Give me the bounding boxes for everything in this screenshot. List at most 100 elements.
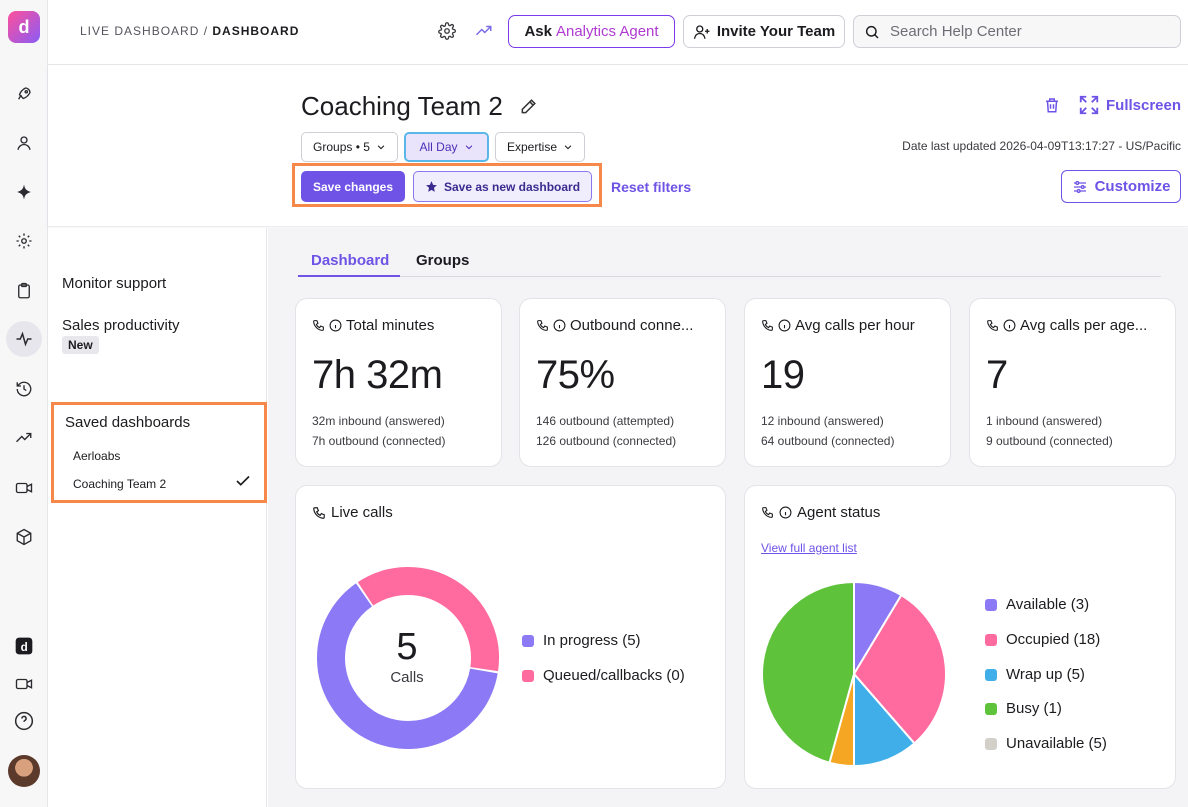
nav-sales-productivity[interactable]: Sales productivity: [62, 317, 180, 334]
save-changes-button[interactable]: Save changes: [301, 171, 405, 202]
breadcrumb-prefix[interactable]: LIVE DASHBOARD /: [80, 24, 213, 38]
info-icon[interactable]: [1003, 319, 1016, 332]
legend-label: Available (3): [1006, 596, 1090, 613]
edit-pencil-icon[interactable]: [519, 96, 541, 118]
video-coach-icon[interactable]: [12, 476, 36, 500]
all-day-filter[interactable]: All Day: [404, 132, 489, 162]
ask-analytics-agent-button[interactable]: Ask Analytics Agent: [508, 15, 675, 48]
phone-icon: [537, 320, 548, 331]
save-actions-highlight: [292, 163, 602, 207]
expand-icon: [1079, 95, 1099, 115]
cube-icon[interactable]: [12, 525, 36, 549]
tab-groups[interactable]: Groups: [416, 252, 470, 269]
donut-center: 5 Calls: [357, 626, 457, 686]
help-icon[interactable]: [12, 709, 36, 733]
fullscreen-label: Fullscreen: [1106, 96, 1182, 114]
legend-swatch: [985, 737, 997, 750]
invite-team-button[interactable]: Invite Your Team: [683, 15, 845, 48]
avatar[interactable]: [8, 755, 40, 787]
app-logo[interactable]: d: [8, 11, 40, 43]
phone-icon: [313, 320, 324, 331]
pie-slice-wrap-up[interactable]: [853, 671, 916, 768]
video-icon[interactable]: [12, 672, 36, 696]
search-box[interactable]: [853, 15, 1181, 48]
nav-monitor-support[interactable]: Monitor support: [62, 275, 167, 292]
chevron-down-icon: [564, 145, 572, 150]
stat-card-total-minutes[interactable]: Total minutes 7h 32m 32m inbound (answer…: [295, 298, 502, 467]
pie-slice-unavailable[interactable]: [761, 580, 855, 764]
live-calls-card: Live calls 5 Calls In progress (5) Queue…: [295, 485, 726, 789]
phone-icon: [313, 506, 325, 519]
trend-icon[interactable]: [473, 20, 495, 42]
stat-value: 19: [761, 353, 805, 397]
dialpad-app-icon[interactable]: d: [12, 634, 36, 658]
stat-detail-1: 32m inbound (answered): [312, 414, 445, 428]
legend-busy[interactable]: Busy (1): [985, 700, 1062, 717]
stat-value: 75%: [536, 353, 615, 397]
pie-slice-occupied[interactable]: [852, 593, 947, 745]
stat-title: Total minutes: [346, 317, 435, 334]
svg-text:d: d: [21, 641, 28, 654]
breadcrumb: LIVE DASHBOARD / DASHBOARD: [80, 24, 299, 38]
info-icon[interactable]: [329, 319, 342, 332]
groups-filter[interactable]: Groups • 5: [301, 132, 398, 162]
dashboard-header: Coaching Team 2 Groups • 5 All Day Exper…: [48, 65, 1188, 227]
donut-segment-queued[interactable]: [357, 567, 499, 672]
saved-dashboard-aerloabs[interactable]: Aerloabs: [73, 449, 121, 463]
groups-filter-label: Groups • 5: [313, 140, 370, 154]
sparkle-icon[interactable]: [12, 180, 36, 204]
trending-icon[interactable]: [12, 426, 36, 450]
donut-center-value: 5: [396, 626, 418, 668]
stat-card-avg-calls-per-hour[interactable]: Avg calls per hour 19 12 inbound (answer…: [744, 298, 951, 467]
agent-status-pie[interactable]: [759, 579, 949, 769]
agent-status-title: Agent status: [797, 504, 881, 521]
saved-dashboard-coaching-team-2[interactable]: Coaching Team 2: [73, 477, 167, 491]
legend-swatch: [985, 668, 997, 681]
live-calls-donut[interactable]: [313, 563, 503, 753]
dashboard-sidenav: Monitor support Sales productivity New S…: [48, 228, 267, 807]
user-icon[interactable]: [12, 131, 36, 155]
legend-unavailable[interactable]: Unavailable (5): [985, 735, 1107, 752]
info-icon[interactable]: [779, 506, 792, 519]
info-icon[interactable]: [553, 319, 566, 332]
chevron-down-icon: [377, 145, 385, 150]
all-day-filter-label: All Day: [419, 140, 458, 154]
legend-label: Busy (1): [1006, 700, 1062, 717]
customize-button[interactable]: Customize: [1061, 170, 1181, 203]
stat-value: 7: [986, 353, 1008, 397]
history-icon[interactable]: [12, 377, 36, 401]
check-icon: [234, 472, 252, 490]
legend-queued-callbacks[interactable]: Queued/callbacks (0): [522, 667, 685, 684]
tab-dashboard[interactable]: Dashboard: [311, 252, 390, 269]
activity-icon[interactable]: [6, 321, 42, 357]
tab-bar: Dashboard Groups: [298, 248, 1161, 277]
customize-label: Customize: [1094, 178, 1171, 195]
info-icon[interactable]: [778, 319, 791, 332]
search-input[interactable]: [890, 23, 1150, 40]
legend-swatch: [985, 633, 997, 646]
reset-filters-link[interactable]: Reset filters: [611, 179, 692, 195]
legend-in-progress[interactable]: In progress (5): [522, 632, 641, 649]
stat-card-outbound-connect[interactable]: Outbound conne... 75% 146 outbound (atte…: [519, 298, 726, 467]
gear-icon[interactable]: [436, 20, 458, 42]
phone-icon: [762, 507, 773, 518]
legend-label: Wrap up (5): [1006, 666, 1085, 683]
clipboard-icon[interactable]: [12, 279, 36, 303]
expertise-filter[interactable]: Expertise: [495, 132, 585, 162]
stat-detail-2: 126 outbound (connected): [536, 434, 677, 448]
stat-card-avg-calls-per-agent[interactable]: Avg calls per age... 7 1 inbound (answer…: [969, 298, 1176, 467]
legend-wrap-up[interactable]: Wrap up (5): [985, 666, 1085, 683]
new-badge: New: [62, 336, 99, 354]
legend-occupied[interactable]: Occupied (18): [985, 631, 1100, 648]
rocket-icon[interactable]: [12, 82, 36, 106]
legend-label: Queued/callbacks (0): [543, 667, 685, 684]
view-agent-list-link[interactable]: View full agent list: [761, 541, 857, 555]
stat-detail-2: 9 outbound (connected): [986, 434, 1113, 448]
donut-segment-in-progress[interactable]: [317, 583, 498, 749]
trash-icon[interactable]: [1043, 95, 1063, 117]
saved-dashboards-title: Saved dashboards: [65, 414, 191, 431]
fullscreen-button[interactable]: Fullscreen: [1078, 94, 1181, 116]
settings-icon[interactable]: [12, 229, 36, 253]
legend-available[interactable]: Available (3): [985, 596, 1089, 613]
save-as-new-dashboard-button[interactable]: Save as new dashboard: [413, 171, 592, 202]
